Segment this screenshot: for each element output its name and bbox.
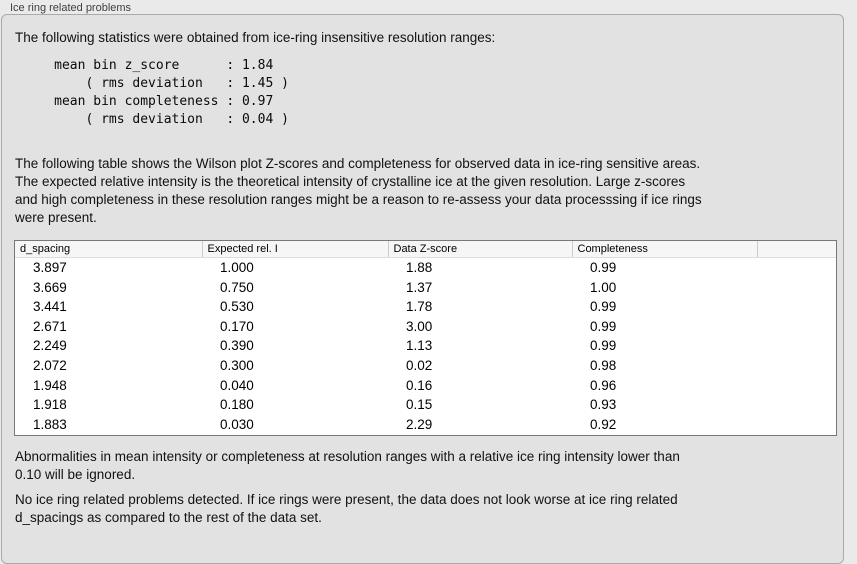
- table-cell: 0.99: [590, 260, 617, 275]
- description-line: were present.: [15, 210, 97, 225]
- table-cell: 3.441: [33, 299, 67, 315]
- table-cell: 2.29: [406, 416, 433, 432]
- table-cell-filler: [757, 258, 836, 278]
- table-cell: 1.948: [33, 377, 67, 393]
- table-cell-filler: [757, 356, 836, 376]
- table-cell: 3.669: [33, 279, 67, 295]
- conclusion-line: No ice ring related problems detected. I…: [15, 492, 678, 507]
- table-cell-filler: [757, 278, 836, 298]
- table-header-row: d_spacing Expected rel. I Data Z-score C…: [15, 241, 836, 258]
- table-row[interactable]: 3.897 1.000 1.88 0.99: [15, 258, 836, 278]
- table-cell: 2.072: [33, 357, 67, 373]
- table-cell: 0.170: [220, 318, 254, 334]
- table-row[interactable]: 2.072 0.300 0.02 0.98: [15, 356, 836, 376]
- table-row[interactable]: 2.249 0.390 1.13 0.99: [15, 336, 836, 356]
- table-row[interactable]: 1.883 0.030 2.29 0.92: [15, 415, 836, 435]
- table-cell: 1.000: [220, 260, 254, 275]
- table-cell: 0.99: [590, 318, 617, 334]
- table-cell: 3.00: [406, 318, 433, 334]
- table-cell-filler: [757, 297, 836, 317]
- table-row[interactable]: 3.669 0.750 1.37 1.00: [15, 278, 836, 298]
- table-cell: 0.99: [590, 299, 617, 315]
- table-row[interactable]: 1.918 0.180 0.15 0.93: [15, 395, 836, 415]
- description-line: The expected relative intensity is the t…: [15, 174, 686, 189]
- ignore-note-line: 0.10 will be ignored.: [15, 467, 136, 482]
- table-cell: 0.030: [220, 416, 254, 432]
- table-cell: 0.93: [590, 397, 617, 413]
- table-cell-filler: [757, 395, 836, 415]
- table-cell: 0.02: [406, 357, 433, 373]
- stat-line-z-rms: ( rms deviation : 1.45 ): [15, 76, 289, 91]
- table-cell: 1.918: [33, 397, 67, 413]
- conclusion-note: No ice ring related problems detected. I…: [15, 491, 678, 527]
- table-cell-filler: [757, 415, 836, 435]
- table-cell: 0.99: [590, 338, 617, 354]
- ice-ring-table: d_spacing Expected rel. I Data Z-score C…: [14, 240, 837, 436]
- table-cell-filler: [757, 336, 836, 356]
- table-row[interactable]: 2.671 0.170 3.00 0.99: [15, 317, 836, 337]
- table-cell: 0.180: [220, 397, 254, 413]
- table-cell: 1.883: [33, 416, 67, 432]
- table-row[interactable]: 1.948 0.040 0.16 0.96: [15, 376, 836, 396]
- statistics-block: mean bin z_score : 1.84 ( rms deviation …: [15, 57, 289, 129]
- table-cell: 1.78: [406, 299, 433, 315]
- table-cell: 0.040: [220, 377, 254, 393]
- table-cell: 0.16: [406, 377, 433, 393]
- table-row[interactable]: 3.441 0.530 1.78 0.99: [15, 297, 836, 317]
- table-description: The following table shows the Wilson plo…: [15, 155, 702, 227]
- column-header-data-z-score[interactable]: Data Z-score: [387, 241, 572, 258]
- stat-line-mean-z-score: mean bin z_score : 1.84: [15, 58, 274, 73]
- table-cell: 1.88: [406, 260, 433, 275]
- description-line: The following table shows the Wilson plo…: [15, 156, 701, 171]
- stat-line-mean-completeness: mean bin completeness : 0.97: [15, 94, 274, 109]
- table-cell: 1.00: [590, 279, 617, 295]
- stat-line-completeness-rms: ( rms deviation : 0.04 ): [15, 112, 289, 127]
- description-line: and high completeness in these resolutio…: [15, 192, 702, 207]
- conclusion-line: d_spacings as compared to the rest of th…: [15, 510, 322, 525]
- table-cell-filler: [757, 317, 836, 337]
- column-header-completeness[interactable]: Completeness: [571, 241, 757, 258]
- table-cell: 0.96: [590, 377, 617, 393]
- column-header-expected-rel-i[interactable]: Expected rel. I: [201, 241, 388, 258]
- table-cell: 0.750: [220, 279, 254, 295]
- table-cell-filler: [757, 376, 836, 396]
- table-cell: 0.300: [220, 357, 254, 373]
- table-cell: 0.530: [220, 299, 254, 315]
- table-body: 3.897 1.000 1.88 0.99 3.669 0.750 1.37 1.00 3.44…: [15, 258, 836, 435]
- table-cell: 0.15: [406, 397, 433, 413]
- table-cell: 0.390: [220, 338, 254, 354]
- table-cell: 3.897: [33, 260, 67, 275]
- ignore-note-line: Abnormalities in mean intensity or compl…: [15, 449, 680, 464]
- table-cell: 0.92: [590, 416, 617, 432]
- column-header-d-spacing[interactable]: d_spacing: [15, 241, 202, 258]
- intro-text: The following statistics were obtained f…: [15, 30, 496, 45]
- table-cell: 1.13: [406, 338, 433, 354]
- column-header-filler: [756, 241, 836, 258]
- panel-title: Ice ring related problems: [10, 2, 132, 14]
- table-cell: 1.37: [406, 279, 433, 295]
- table-cell: 2.671: [33, 318, 67, 334]
- table-cell: 2.249: [33, 338, 67, 354]
- table-cell: 0.98: [590, 357, 617, 373]
- ignore-note: Abnormalities in mean intensity or compl…: [15, 448, 680, 484]
